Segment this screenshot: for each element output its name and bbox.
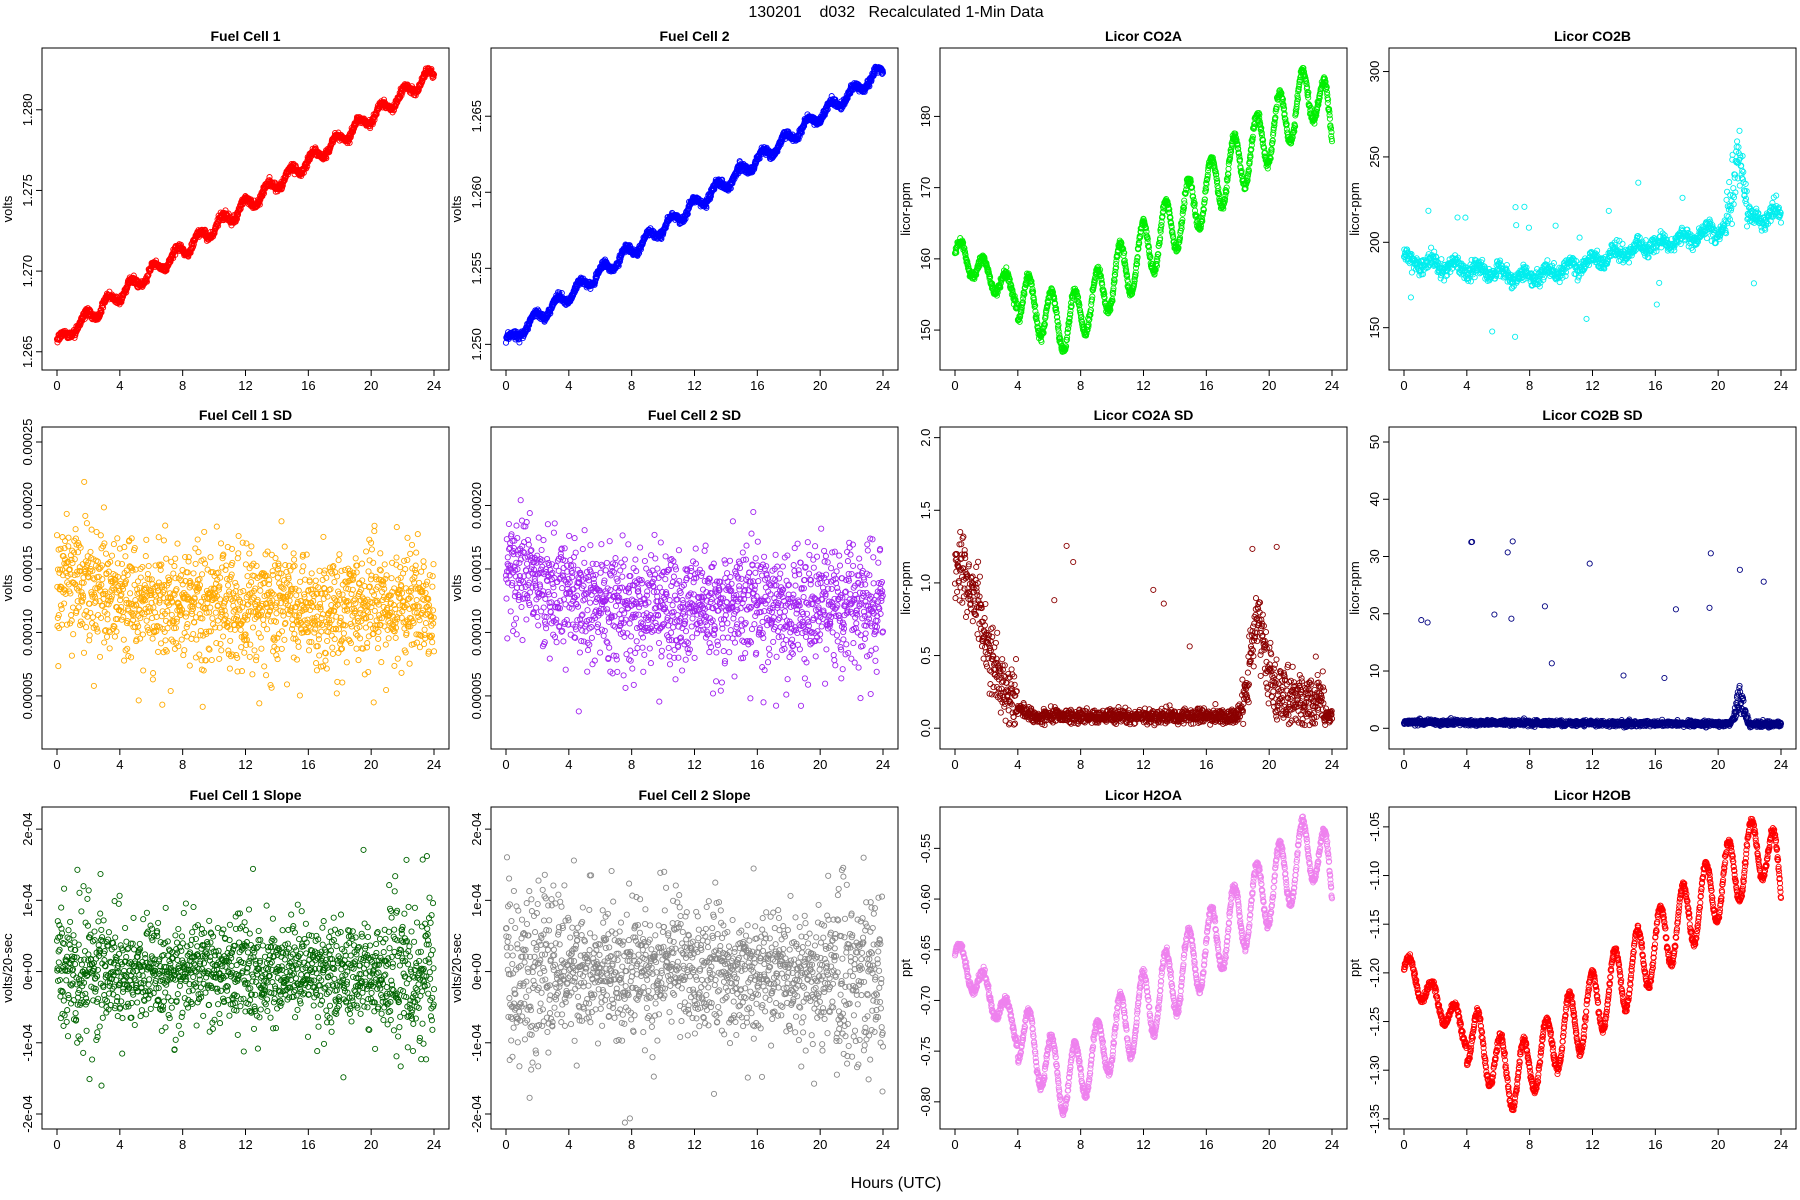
x-tick-label: 16 [301, 378, 315, 393]
point-series [53, 64, 438, 346]
data-point [1525, 224, 1532, 231]
data-point [266, 174, 273, 181]
data-point [163, 267, 170, 274]
y-axis-label: volts [0, 195, 15, 222]
plot-frame [939, 47, 1348, 371]
y-tick-label: 160 [918, 248, 933, 270]
x-tick-label: 24 [876, 378, 890, 393]
x-axis: 0 4 8 12 16 20 24 [951, 370, 1339, 393]
x-tick-label: 4 [565, 378, 572, 393]
x-tick-label: 16 [1199, 378, 1213, 393]
point-series [951, 64, 1336, 355]
figure-title: 130201 d032 Recalculated 1-Min Data [748, 4, 1043, 21]
data-point [1521, 203, 1528, 210]
data-point [1512, 204, 1519, 211]
y-axis: 1.265 1.270 1.275 1.280 [20, 94, 42, 369]
data-point [1407, 294, 1414, 301]
panel-title: Licor CO2B [1554, 28, 1631, 44]
data-point [71, 334, 78, 341]
data-point [1512, 333, 1519, 340]
x-axis-label: Hours (UTC) [851, 1175, 942, 1192]
y-axis-label: licor-ppm [1347, 182, 1362, 235]
x-tick-label: 24 [1325, 378, 1339, 393]
data-point [1576, 234, 1583, 241]
y-tick-label: 1.280 [20, 94, 35, 127]
data-point [256, 201, 263, 208]
y-tick-label: 1.255 [469, 252, 484, 285]
data-point [97, 309, 104, 317]
x-tick-label: 16 [750, 378, 764, 393]
panel-title: Fuel Cell 1 [210, 28, 280, 44]
x-tick-label: 0 [951, 378, 958, 393]
data-point [172, 251, 179, 258]
point-series [1400, 127, 1785, 340]
y-tick-label: 180 [918, 106, 933, 128]
data-point [1326, 115, 1333, 122]
x-tick-label: 20 [1262, 378, 1276, 393]
data-point [201, 226, 209, 233]
x-tick-label: 20 [364, 378, 378, 393]
y-tick-label: 1.260 [469, 176, 484, 209]
y-axis-label: volts [449, 195, 464, 222]
plot-frame [41, 47, 450, 371]
x-tick-label: 8 [179, 378, 186, 393]
plot-frame [490, 47, 899, 371]
data-point [1454, 214, 1461, 221]
x-tick-label: 20 [813, 378, 827, 393]
data-point [170, 255, 177, 262]
data-point [1552, 222, 1559, 229]
x-tick-label: 0 [502, 378, 509, 393]
panel-title: Licor CO2A [1105, 28, 1182, 44]
data-point [222, 207, 229, 214]
data-point [1438, 256, 1445, 263]
x-tick-label: 12 [238, 378, 252, 393]
x-tick-label: 12 [687, 378, 701, 393]
y-axis-label: licor-ppm [898, 182, 913, 235]
y-tick-label: 1.275 [20, 174, 35, 207]
y-tick-label: 170 [918, 177, 933, 199]
y-tick-label: 1.265 [20, 336, 35, 369]
data-point [1425, 207, 1432, 214]
x-tick-label: 8 [1077, 378, 1084, 393]
panel-title: Fuel Cell 2 [659, 28, 729, 44]
x-axis: 0 4 8 12 16 20 24 [502, 370, 890, 393]
y-axis: 1.250 1.255 1.260 1.265 [469, 100, 491, 361]
x-tick-label: 24 [427, 378, 441, 393]
data-point [1489, 328, 1496, 335]
x-axis: 0 4 8 12 16 20 24 [53, 370, 441, 393]
x-tick-label: 0 [53, 378, 60, 393]
x-tick-label: 8 [628, 378, 635, 393]
data-point [1513, 222, 1520, 229]
y-tick-label: 1.265 [469, 100, 484, 133]
y-tick-label: 1.250 [469, 328, 484, 361]
data-point [304, 163, 311, 170]
y-tick-label: 1.270 [20, 255, 35, 288]
y-tick-label: 150 [918, 319, 933, 341]
x-tick-label: 4 [116, 378, 123, 393]
point-series [502, 63, 887, 346]
x-tick-label: 12 [1136, 378, 1150, 393]
x-tick-label: 4 [1014, 378, 1021, 393]
data-point [118, 299, 125, 306]
data-point [233, 215, 241, 223]
y-axis: 150 160 170 180 [918, 106, 940, 341]
data-point [1583, 315, 1590, 322]
data-point [1462, 214, 1469, 221]
